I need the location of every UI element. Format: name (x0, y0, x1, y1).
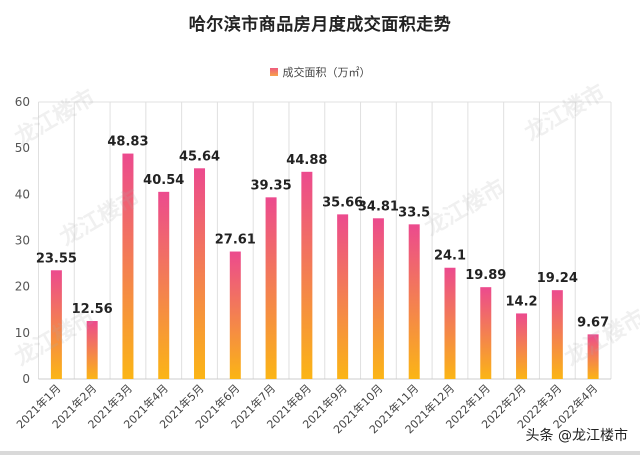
bar (86, 321, 98, 379)
bar (158, 191, 170, 379)
y-axis: 0 10 20 30 40 50 60 (15, 95, 30, 386)
bottom-strip (0, 451, 640, 455)
data-label: 23.55 (36, 251, 77, 266)
data-label: 44.88 (286, 153, 327, 168)
bar (551, 290, 563, 379)
data-label: 19.89 (465, 268, 506, 283)
data-label: 45.64 (179, 149, 220, 164)
bars (50, 153, 599, 379)
data-label: 27.61 (215, 233, 256, 248)
legend[interactable]: 成交面积（万㎡） (0, 64, 640, 80)
bar (444, 267, 456, 379)
bar (372, 218, 384, 379)
y-tick-label: 10 (15, 326, 30, 340)
chart-title: 哈尔滨市商品房月度成交面积走势 (188, 15, 452, 35)
data-label: 33.5 (398, 205, 430, 220)
data-label: 40.54 (143, 173, 184, 188)
data-labels: 23.55 12.56 48.83 40.54 45.64 27.61 39.35 44.88… (36, 135, 609, 331)
data-label: 19.24 (537, 271, 578, 286)
bar (587, 334, 599, 379)
y-tick-label: 60 (15, 95, 30, 109)
bar (516, 313, 528, 379)
bar (301, 171, 313, 379)
bar (122, 153, 134, 379)
legend-swatch (269, 68, 278, 76)
data-label: 14.2 (506, 294, 538, 309)
data-label: 39.35 (251, 178, 292, 193)
data-label: 9.67 (577, 315, 609, 330)
data-label: 12.56 (72, 302, 113, 317)
bar (480, 287, 492, 379)
y-tick-label: 0 (22, 372, 30, 386)
grid (38, 101, 612, 380)
data-label: 48.83 (107, 135, 148, 150)
y-tick-label: 50 (15, 141, 30, 155)
data-label: 35.66 (322, 195, 363, 210)
x-axis: 2021年1月2021年2月2021年3月2021年4月2021年5月2021年… (13, 381, 600, 436)
bar (337, 214, 349, 379)
y-tick-label: 40 (15, 187, 30, 201)
source-credit: 头条 @龙江楼市 (525, 428, 628, 444)
data-label: 24.1 (434, 249, 466, 264)
bar (265, 197, 277, 379)
y-tick-label: 20 (15, 280, 30, 294)
bar (50, 270, 62, 379)
bar (194, 168, 206, 379)
bar (229, 251, 241, 379)
y-tick-label: 30 (15, 234, 30, 248)
data-label: 34.81 (358, 199, 399, 214)
legend-label: 成交面积（万㎡） (282, 66, 371, 79)
bar (408, 224, 420, 379)
